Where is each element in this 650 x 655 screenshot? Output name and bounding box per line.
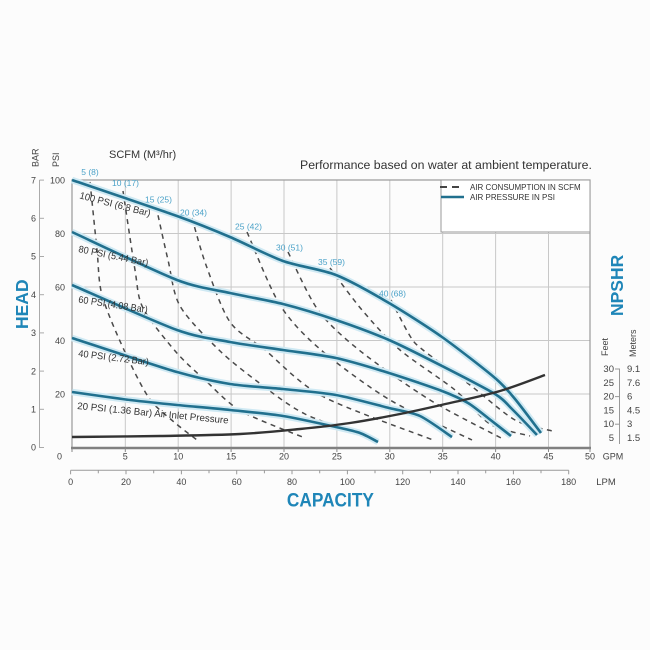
svg-text:30: 30: [385, 452, 395, 462]
svg-text:GPM: GPM: [603, 452, 624, 462]
svg-text:20: 20: [603, 392, 614, 403]
svg-text:3: 3: [31, 328, 36, 338]
svg-text:40: 40: [55, 336, 65, 346]
svg-text:1.5: 1.5: [627, 433, 640, 444]
svg-text:Performance based on water at: Performance based on water at ambient te…: [300, 158, 592, 172]
svg-text:7: 7: [31, 175, 36, 185]
svg-text:25: 25: [332, 452, 342, 462]
svg-text:20: 20: [121, 477, 131, 487]
svg-text:Feet: Feet: [600, 337, 610, 356]
svg-text:15: 15: [603, 405, 614, 416]
svg-text:LPM: LPM: [596, 477, 616, 488]
svg-text:20: 20: [55, 389, 65, 399]
svg-text:3: 3: [627, 419, 632, 430]
svg-text:9.1: 9.1: [627, 364, 640, 375]
svg-text:4: 4: [31, 290, 36, 300]
svg-text:80: 80: [55, 229, 65, 239]
svg-text:6: 6: [627, 392, 632, 403]
svg-text:40: 40: [491, 452, 501, 462]
svg-text:NPSHR: NPSHR: [607, 254, 627, 316]
svg-text:7.6: 7.6: [627, 378, 640, 389]
svg-text:25: 25: [603, 378, 614, 389]
svg-text:60: 60: [55, 282, 65, 292]
svg-text:50: 50: [585, 452, 595, 462]
svg-text:80: 80: [287, 477, 297, 487]
svg-text:5: 5: [609, 433, 614, 444]
svg-text:5: 5: [31, 252, 36, 262]
svg-text:20 (34): 20 (34): [180, 208, 207, 218]
svg-text:30: 30: [603, 364, 614, 375]
svg-text:180: 180: [561, 477, 576, 487]
svg-text:AIR PRESSURE IN PSI: AIR PRESSURE IN PSI: [470, 193, 555, 202]
svg-text:0: 0: [57, 452, 62, 462]
svg-text:4.5: 4.5: [627, 405, 640, 416]
svg-text:35: 35: [438, 452, 448, 462]
svg-text:CAPACITY: CAPACITY: [287, 490, 374, 512]
svg-text:20: 20: [279, 452, 289, 462]
svg-text:SCFM (M³/hr): SCFM (M³/hr): [109, 149, 176, 161]
svg-text:45: 45: [543, 452, 553, 462]
svg-text:6: 6: [31, 214, 36, 224]
svg-text:120: 120: [395, 477, 410, 487]
svg-text:HEAD: HEAD: [12, 279, 32, 329]
svg-text:5: 5: [123, 452, 128, 462]
svg-text:10: 10: [173, 452, 183, 462]
svg-text:PSI: PSI: [51, 152, 61, 167]
svg-text:140: 140: [450, 477, 465, 487]
svg-text:25 (42): 25 (42): [235, 222, 262, 232]
svg-text:15: 15: [226, 452, 236, 462]
svg-text:40: 40: [176, 477, 186, 487]
svg-text:15 (25): 15 (25): [145, 195, 172, 205]
svg-text:160: 160: [506, 477, 521, 487]
svg-text:100: 100: [50, 175, 65, 185]
svg-text:30 (51): 30 (51): [276, 243, 303, 253]
svg-text:0: 0: [68, 477, 73, 487]
svg-text:10 (17): 10 (17): [112, 178, 139, 188]
svg-text:35 (59): 35 (59): [318, 257, 345, 267]
svg-text:Meters: Meters: [628, 329, 638, 357]
svg-text:AIR CONSUMPTION IN SCFM: AIR CONSUMPTION IN SCFM: [470, 183, 581, 192]
svg-text:40 (68): 40 (68): [379, 289, 406, 299]
svg-text:100: 100: [340, 477, 355, 487]
svg-text:0: 0: [31, 443, 36, 453]
svg-text:10: 10: [603, 419, 614, 430]
svg-text:5 (8): 5 (8): [81, 167, 99, 177]
svg-text:BAR: BAR: [31, 148, 41, 167]
svg-text:1: 1: [31, 405, 36, 415]
svg-text:60: 60: [232, 477, 242, 487]
svg-text:2: 2: [31, 366, 36, 376]
